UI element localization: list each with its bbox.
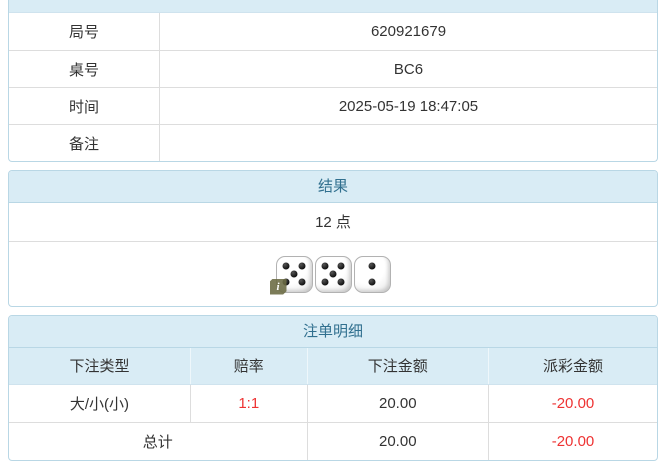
die-pip <box>298 262 306 270</box>
die-pip <box>321 262 329 270</box>
bet-payout-amount: -20.00 <box>488 384 657 422</box>
total-payout-amount: -20.00 <box>488 421 657 460</box>
die-pip <box>298 278 306 286</box>
die-pip <box>337 262 345 270</box>
die-pip <box>290 270 298 278</box>
info-row-table: 桌号 BC6 <box>9 50 657 87</box>
bets-header-row: 下注类型 赔率 下注金额 派彩金额 <box>9 348 657 385</box>
time-label: 时间 <box>9 88 160 124</box>
info-row-remark: 备注 <box>9 124 657 161</box>
bet-odds: 1:1 <box>189 384 308 422</box>
bet-amount: 20.00 <box>306 384 489 422</box>
dice-row: i <box>9 242 657 306</box>
die-5: i <box>269 255 313 295</box>
table-number-value: BC6 <box>393 60 424 78</box>
die-pip <box>368 278 376 286</box>
bet-type: 大/小(小) <box>69 395 130 413</box>
result-panel-title: 结果 <box>9 171 657 203</box>
info-row-time: 时间 2025-05-19 18:47:05 <box>9 87 657 124</box>
bets-panel: 注单明细 下注类型 赔率 下注金额 派彩金额 大/小(小) 1:1 20.00 … <box>8 315 658 461</box>
die-5 <box>314 255 352 293</box>
result-panel: 结果 12 点 i <box>8 170 658 307</box>
die-pip <box>282 262 290 270</box>
die-pip <box>321 278 329 286</box>
total-bet-amount: 20.00 <box>306 421 489 460</box>
col-header-bet-amount: 下注金额 <box>306 348 489 385</box>
bets-table: 下注类型 赔率 下注金额 派彩金额 大/小(小) 1:1 20.00 -20.0… <box>9 348 657 460</box>
time-value: 2025-05-19 18:47:05 <box>338 97 479 115</box>
result-points: 12 点 <box>9 203 657 242</box>
total-label: 总计 <box>9 421 308 460</box>
info-row-round: 局号 620921679 <box>9 13 657 50</box>
bet-row: 大/小(小) 1:1 20.00 -20.00 <box>9 384 657 422</box>
remark-value <box>160 125 657 161</box>
die-pip <box>337 278 345 286</box>
col-header-bet-type: 下注类型 <box>9 348 191 385</box>
table-number-label: 桌号 <box>9 51 160 87</box>
die-2 <box>353 255 391 293</box>
game-info-table: 局号 620921679 桌号 BC6 时间 2025-05-19 18:47:… <box>8 0 658 162</box>
info-badge-icon[interactable]: i <box>269 278 287 295</box>
die-pip <box>368 262 376 270</box>
col-header-payout-amount: 派彩金额 <box>488 348 657 385</box>
total-row: 总计 20.00 -20.00 <box>9 421 657 460</box>
bets-panel-title: 注单明细 <box>9 316 657 348</box>
round-number-label: 局号 <box>9 13 160 50</box>
round-number-value: 620921679 <box>370 23 447 40</box>
info-table-header-strip <box>9 0 657 13</box>
die-pip <box>329 270 337 278</box>
remark-label: 备注 <box>9 125 160 161</box>
col-header-odds: 赔率 <box>189 348 308 385</box>
